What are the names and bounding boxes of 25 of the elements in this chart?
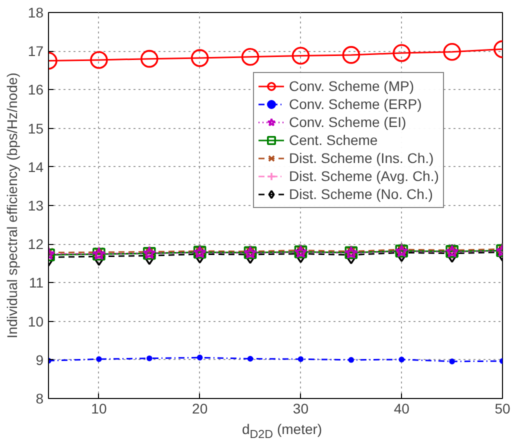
legend-label: Conv. Scheme (ERP)	[289, 95, 422, 113]
y-tick-label: 14	[28, 158, 44, 175]
y-tick-label: 15	[28, 120, 44, 136]
legend-label: Dist. Scheme (Ins. Ch.)	[289, 149, 434, 167]
y-tick-label: 17	[28, 43, 44, 60]
y-axis-title: Individual spectral efficiency (bps/Hz/node)	[4, 72, 20, 338]
y-tick-label: 8	[36, 390, 44, 406]
x-axis-title: d$_{D2D}$ (meter)	[242, 421, 322, 442]
legend-label: Conv. Scheme (MP)	[289, 77, 414, 95]
legend-label: Cent. Scheme	[289, 131, 378, 149]
x-tick-label: 10	[91, 400, 107, 416]
legend-label: Dist. Scheme (No. Ch.)	[289, 185, 433, 203]
legend-label: Conv. Scheme (EI)	[289, 113, 406, 131]
y-tick-label: 9	[36, 352, 44, 368]
x-tick-label: 20	[192, 400, 208, 416]
y-tick-label: 12	[28, 236, 44, 252]
y-tick-label: 13	[28, 198, 44, 214]
y-tick-label: 10	[28, 313, 44, 330]
y-tick-label: 18	[28, 4, 44, 20]
y-tick-label: 11	[28, 274, 44, 291]
x-tick-label: 40	[394, 400, 410, 416]
y-tick-label: 16	[28, 82, 44, 98]
x-tick-label: 30	[292, 400, 309, 416]
legend-label: Dist. Scheme (Avg. Ch.)	[289, 167, 439, 185]
x-tick-label: 50	[494, 400, 510, 416]
